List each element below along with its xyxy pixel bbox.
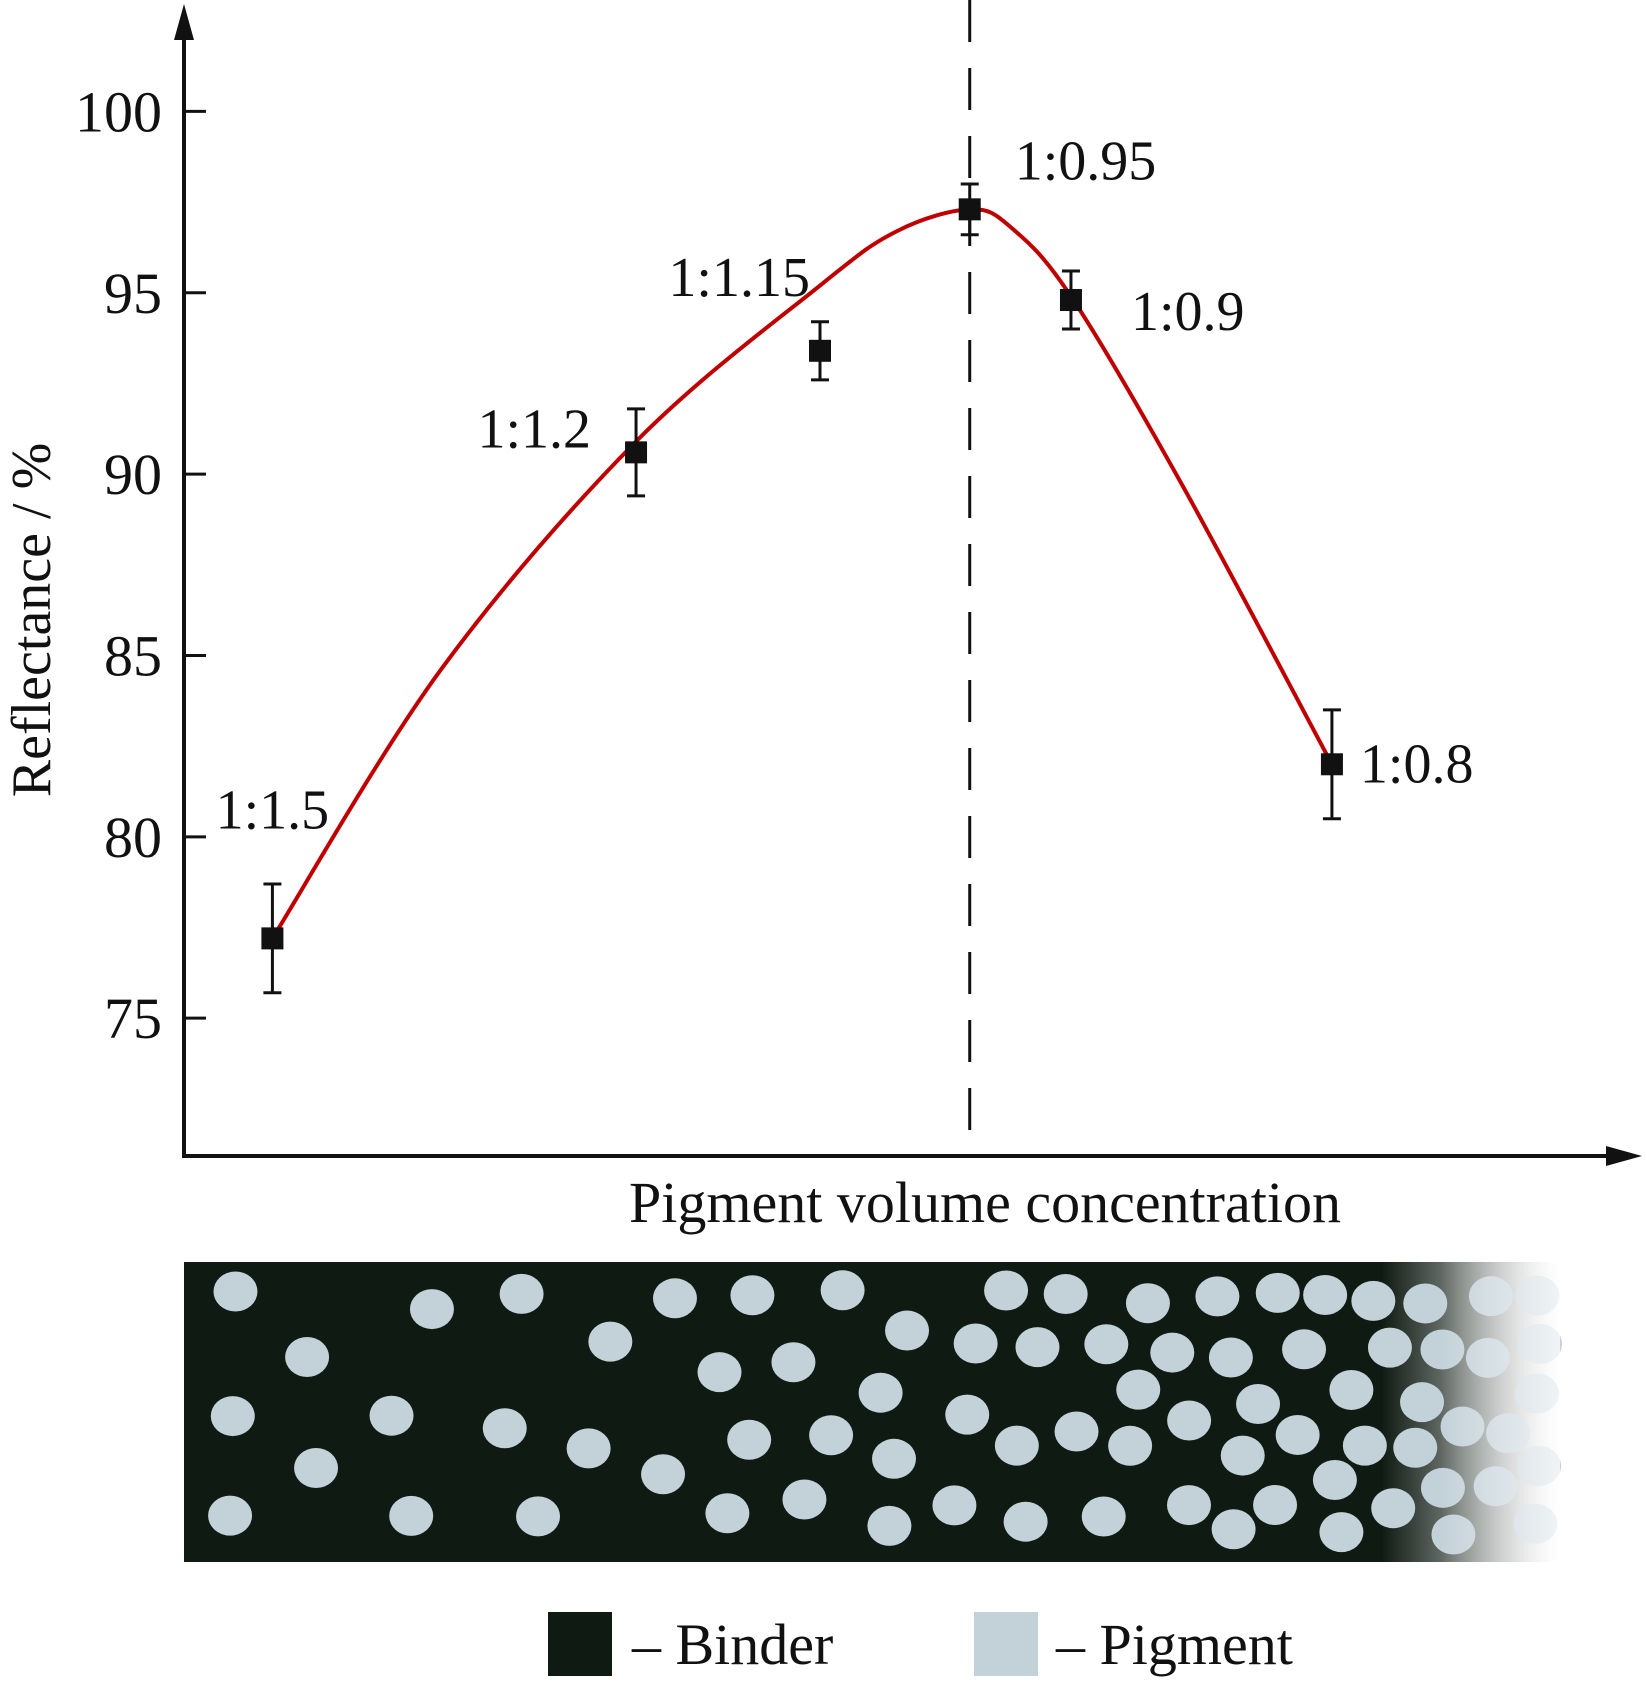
y-tick-label: 85 — [104, 623, 162, 688]
pigment-particle — [820, 1270, 865, 1311]
data-point-label: 1:1.5 — [216, 779, 330, 841]
pigment-particle — [1043, 1274, 1088, 1315]
pigment-particle — [782, 1479, 827, 1520]
pigment-particle — [1054, 1411, 1099, 1452]
pigment-particle — [1275, 1414, 1320, 1455]
pigment-particle — [1116, 1369, 1161, 1410]
pigment-particle — [1195, 1276, 1240, 1317]
pigment-particle — [1081, 1496, 1126, 1537]
pigment-particle — [1255, 1272, 1300, 1313]
data-point-label: 1:0.95 — [1015, 130, 1157, 192]
pigment-particle — [984, 1270, 1029, 1311]
pigment-particle — [1015, 1327, 1060, 1368]
legend-swatch-pigment — [974, 1612, 1038, 1676]
pigment-particle — [210, 1396, 255, 1437]
pigment-particle — [885, 1310, 930, 1351]
legend-label-pigment: – Pigment — [1055, 1612, 1293, 1677]
pigment-particle — [1211, 1509, 1256, 1550]
pigment-particle — [867, 1505, 912, 1546]
pigment-particle — [566, 1428, 611, 1469]
y-ticks: 75 80 85 90 95 100 — [75, 79, 206, 1051]
legend: – Binder – Pigment — [548, 1612, 1293, 1677]
legend-label-binder: – Binder — [631, 1612, 833, 1677]
pigment-particle — [932, 1485, 977, 1526]
pigment-particle — [294, 1448, 339, 1489]
data-point-marker — [1320, 753, 1343, 776]
pigment-particle — [389, 1495, 434, 1536]
pigment-particle — [697, 1352, 742, 1393]
pigment-particle — [1236, 1383, 1281, 1424]
pigment-particle — [285, 1337, 330, 1378]
pigment-particle — [1319, 1512, 1364, 1553]
pigment-particle — [1108, 1425, 1153, 1466]
pigment-particle — [994, 1425, 1039, 1466]
point-labels: 1:1.5 1:1.2 1:1.15 1:0.95 1:0.9 1:0.8 — [216, 130, 1474, 841]
fit-curve — [270, 207, 1334, 940]
x-axis-label: Pigment volume concentration — [629, 1170, 1341, 1235]
data-point-marker — [625, 441, 648, 464]
y-tick-label: 95 — [104, 261, 162, 326]
pigment-particle — [499, 1273, 544, 1314]
pigment-particle — [1167, 1400, 1212, 1441]
pigment-particle — [409, 1289, 454, 1330]
y-tick-label: 80 — [104, 805, 162, 870]
pigment-particle — [1400, 1382, 1445, 1423]
pigment-particle — [208, 1495, 253, 1536]
pigment-particle — [1208, 1337, 1253, 1378]
pigment-particle — [1342, 1425, 1387, 1466]
data-point-label: 1:0.9 — [1131, 281, 1245, 343]
pigment-particle — [1220, 1435, 1265, 1476]
pigment-particle — [1312, 1459, 1357, 1500]
axes — [174, 4, 1642, 1166]
y-tick-label: 75 — [104, 986, 162, 1051]
binder-fade-overlay — [1440, 1262, 1560, 1562]
pigment-particle — [771, 1342, 816, 1383]
pigment-particle — [369, 1395, 414, 1436]
pigment-particle — [641, 1454, 686, 1495]
data-point-marker — [958, 198, 981, 221]
data-point-marker — [1059, 289, 1082, 312]
y-tick-label: 100 — [75, 79, 162, 144]
pigment-particle — [1303, 1275, 1348, 1316]
pigment-particle — [482, 1408, 527, 1449]
pigment-particle — [588, 1321, 633, 1362]
pigment-particle — [953, 1323, 998, 1364]
pigment-particle — [1282, 1329, 1327, 1370]
legend-swatch-binder — [548, 1612, 612, 1676]
data-point-label: 1:0.8 — [1360, 733, 1474, 795]
pigment-particle — [652, 1278, 697, 1319]
y-tick-label: 90 — [104, 442, 162, 507]
pigment-particle — [1150, 1332, 1195, 1373]
pigment-particle — [1003, 1501, 1048, 1542]
pigment-particle — [1351, 1280, 1396, 1321]
x-axis-arrow — [1606, 1146, 1642, 1166]
pigment-particle — [1253, 1485, 1298, 1526]
pigment-particle — [872, 1438, 917, 1479]
pigment-particle — [516, 1496, 561, 1537]
y-axis-arrow — [174, 4, 194, 40]
pigment-particle — [1329, 1369, 1374, 1410]
pigment-particle — [1393, 1427, 1438, 1468]
pvc-diagram — [184, 1262, 1563, 1562]
pigment-particle — [945, 1394, 990, 1435]
data-point-label: 1:1.2 — [477, 398, 591, 460]
y-axis-label: Reflectance / % — [1, 443, 63, 797]
pigment-particle — [730, 1275, 775, 1316]
pigment-particle — [213, 1271, 258, 1312]
data-point-marker — [808, 339, 831, 362]
pigment-particle — [705, 1493, 750, 1534]
pigment-particle — [1166, 1485, 1211, 1526]
pigment-particle — [809, 1415, 854, 1456]
pigment-particle — [1371, 1488, 1416, 1529]
pigment-particle — [1367, 1327, 1412, 1368]
data-point-marker — [261, 927, 284, 950]
pigment-particle — [858, 1372, 903, 1413]
pigment-particle — [1084, 1324, 1129, 1365]
data-point-label: 1:1.15 — [668, 247, 810, 309]
data-points — [261, 182, 1343, 995]
pigment-particle — [727, 1419, 772, 1460]
pigment-particle — [1125, 1283, 1170, 1324]
pigment-particle — [1403, 1283, 1448, 1324]
